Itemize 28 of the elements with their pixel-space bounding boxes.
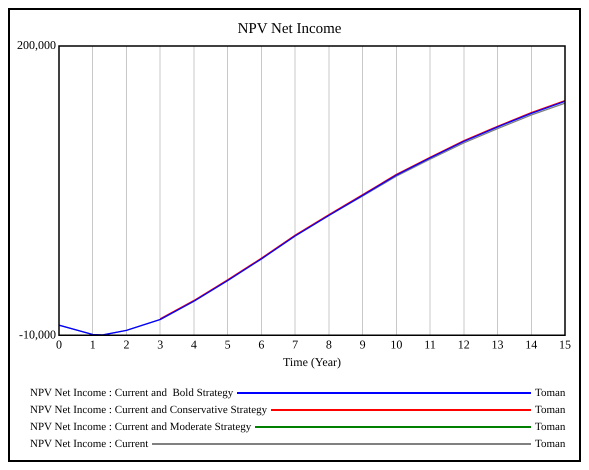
x-tick-label: 11 xyxy=(424,338,436,352)
x-tick-label: 10 xyxy=(390,338,402,352)
x-tick-label: 2 xyxy=(123,338,130,352)
legend-label: NPV Net Income : Current and Bold Strategy xyxy=(30,386,234,398)
legend-label: NPV Net Income : Current xyxy=(30,438,148,450)
x-tick-label: 5 xyxy=(224,338,231,352)
x-tick-label: 8 xyxy=(326,338,332,352)
x-tick-label: 9 xyxy=(360,338,366,352)
x-tick-label: 4 xyxy=(190,338,197,352)
text: Toman xyxy=(535,438,566,450)
legend-label: NPV Net Income : Current and Moderate Strategy xyxy=(30,420,252,432)
x-tick-label: 13 xyxy=(492,338,504,352)
text: Toman xyxy=(535,420,566,432)
x-tick-label: 15 xyxy=(559,338,571,352)
text: Toman xyxy=(535,386,566,398)
x-axis-title: Time (Year) xyxy=(282,354,342,369)
x-tick-label: 0 xyxy=(56,338,62,352)
x-tick-label: 1 xyxy=(90,338,96,352)
chart-title: NPV Net Income xyxy=(238,20,342,37)
y-tick-label: 200,000 xyxy=(17,38,56,52)
x-tick-label: 14 xyxy=(525,338,538,352)
x-tick-label: 6 xyxy=(258,338,264,352)
x-tick-label: 12 xyxy=(458,338,470,352)
x-tick-label: 3 xyxy=(157,338,164,352)
text: Toman xyxy=(535,404,566,416)
y-tick-label: -10,000 xyxy=(19,327,56,342)
x-tick-label: 7 xyxy=(292,338,298,352)
legend-label: NPV Net Income : Current and Conservative Strategy xyxy=(30,404,268,416)
